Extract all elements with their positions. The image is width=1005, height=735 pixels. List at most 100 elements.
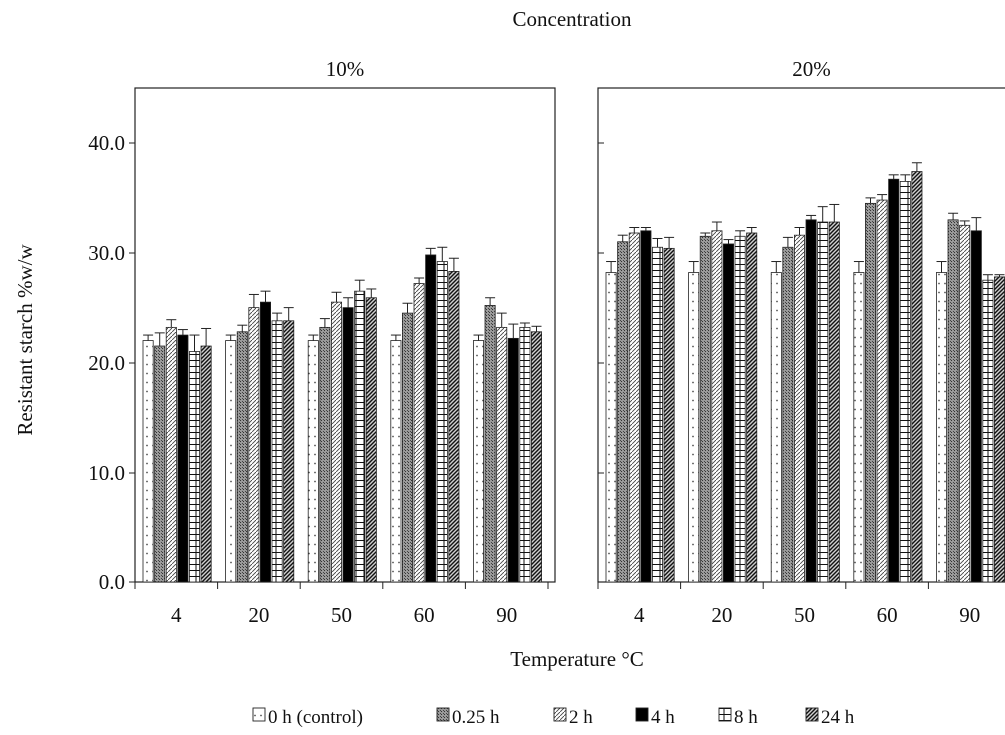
bar-4-h [723,243,735,583]
bar-24-h [746,232,758,583]
legend-item: 0.25 h [436,707,500,728]
x-tick-label: 20 [248,603,269,627]
y-axis-title: Resistant starch %w/w [13,244,37,436]
bar-8-h [436,261,448,583]
legend-swatch [436,707,450,722]
bar-4-h [259,301,271,583]
bar-4-h [640,230,652,583]
bar-24-h [283,320,295,583]
legend-swatch [553,707,567,722]
legend-swatch [252,707,266,722]
y-tick-label: 30.0 [88,241,125,265]
plot-area: 10% 0.0 10.0 20.0 30.0 40.0 4 20 50 60 90 20% 4 20 50 6… [88,57,1005,627]
bar-0-25-h [236,331,248,583]
bar-0-h-control- [142,340,154,583]
bar-24-h [200,345,212,583]
legend-label: 4 h [651,707,675,728]
bar-0-25-h [699,235,711,583]
x-axis-title: Temperature °C [510,647,643,671]
bar-8-h [734,235,746,583]
panel-20pct: 20% 4 20 50 60 90 [597,57,1005,627]
facet-title: 10% [326,57,365,81]
bar-2-h [628,232,640,583]
x-tick-label: 60 [414,603,435,627]
bar-0-25-h [401,312,413,583]
bar-8-h [899,181,911,583]
x-tick-label: 50 [794,603,815,627]
chart-title: Concentration [513,7,632,31]
bar-4-h [888,178,900,583]
bar-0-h-control- [472,340,484,583]
bar-0-25-h [154,345,166,583]
bar-24-h [663,247,675,583]
y-tick-label: 20.0 [88,351,125,375]
y-tick-label: 10.0 [88,461,125,485]
bar-4-h [342,307,354,583]
legend-item: 24 h [805,707,855,728]
legend-label: 2 h [569,707,593,728]
bar-2-h [248,307,260,583]
bar-0-h-control- [770,272,782,583]
bar-2-h [330,301,342,583]
bar-8-h [271,320,283,583]
x-tick-label: 90 [959,603,980,627]
y-tick-label: 40.0 [88,131,125,155]
x-tick-label: 4 [171,603,182,627]
panel-10pct: 10% 0.0 10.0 20.0 30.0 40.0 4 20 50 60 90 [88,57,556,627]
bar-24-h [531,331,543,583]
legend-item: 2 h [553,707,593,728]
legend-label: 0.25 h [452,707,500,728]
x-tick-label: 20 [711,603,732,627]
bar-0-25-h [319,326,331,583]
bar-24-h [994,276,1005,583]
bar-4-h [805,219,817,583]
bar-8-h [982,279,994,583]
legend: 0 h (control) 0.25 h 2 h 4 h 8 h 24 h [252,707,855,728]
x-tick-label: 60 [877,603,898,627]
bar-4-h [507,337,519,583]
bar-0-25-h [865,202,877,583]
bar-0-h-control- [936,272,948,583]
bar-0-h-control- [225,340,237,583]
legend-swatch [718,707,732,722]
bar-0-25-h [617,241,629,583]
bar-8-h [188,351,200,583]
bar-0-25-h [947,219,959,583]
bar-4-h [425,254,437,583]
bar-0-h-control- [307,340,319,583]
bar-2-h [496,326,508,583]
bar-24-h [911,171,923,583]
bar-0-h-control- [605,272,617,583]
x-tick-label: 4 [634,603,645,627]
bar-0-h-control- [688,272,700,583]
bar-8-h [817,221,829,583]
bar-2-h [165,326,177,583]
bar-0-h-control- [853,272,865,583]
facet-title: 20% [792,57,831,81]
bar-2-h [413,283,425,583]
bar-0-25-h [484,305,496,583]
legend-item: 8 h [718,707,758,728]
legend-item: 0 h (control) [252,707,363,728]
x-tick-label: 50 [331,603,352,627]
bar-24-h [448,271,460,583]
bar-24-h [365,297,377,583]
bar-2-h [794,234,806,583]
legend-swatch [635,707,649,722]
legend-label: 24 h [821,707,855,728]
bar-2-h [959,224,971,583]
y-tick-label: 0.0 [99,570,125,594]
bar-2-h [711,230,723,583]
bar-8-h [519,326,531,583]
bar-4-h [970,230,982,583]
bar-8-h [354,290,366,583]
legend-swatch [805,707,819,722]
x-tick-label: 90 [496,603,517,627]
bar-4-h [177,334,189,583]
bar-2-h [876,199,888,583]
bar-24-h [828,221,840,583]
bar-0-h-control- [390,340,402,583]
legend-label: 0 h (control) [268,707,363,728]
bar-8-h [652,246,664,583]
